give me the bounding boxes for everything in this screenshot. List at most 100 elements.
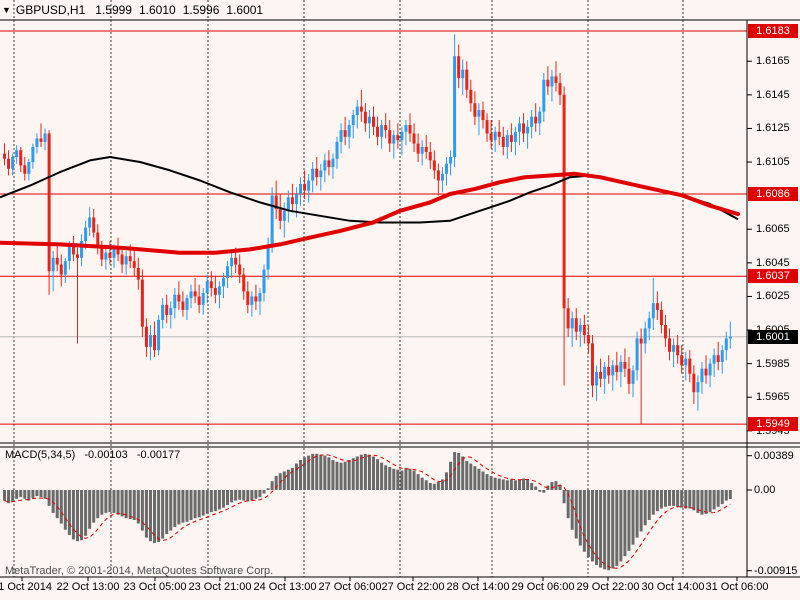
candle-bear [590,343,594,386]
macd-bar [266,488,270,490]
macd-bar [412,470,416,490]
candle-bear [384,125,388,131]
macd-bar [185,490,189,522]
ma-red-line [0,171,740,255]
candle-bull [185,298,189,310]
candle-bull [112,249,116,258]
candle-bull [347,125,351,137]
macd-bar [7,490,11,504]
macd-bar [586,490,590,558]
candle-bear [3,153,6,159]
price-axis-tick: 1.5985 [756,357,790,370]
candle-bear [680,355,684,366]
candle-bear [254,296,258,302]
quote-open: 1.5999 [95,3,132,17]
candle-bull [578,325,582,332]
candle-bear [704,368,708,376]
candle-bear [372,116,376,127]
candle-bear [132,261,136,268]
candle-bull [262,269,266,294]
candle-bear [343,130,347,137]
macd-bar [570,490,574,530]
candle-bear [485,120,489,134]
macd-axis-tick: 0.00389 [754,449,794,462]
macd-bar [181,490,185,523]
macd-bar [165,490,169,535]
macd-bar [262,490,266,494]
macd-bar [672,490,676,506]
indicator-label: MACD(5,34,5) -0.00103 -0.00177 [5,449,186,461]
candle-bull [169,308,173,315]
candle-bear [465,69,469,90]
candle-bear [39,138,43,142]
time-axis-label: 23 Oct 05:00 [123,581,187,593]
macd-bar [396,469,400,490]
macd-bar [55,490,59,519]
candle-bull [728,336,732,339]
candle-bear [327,160,331,168]
candle-bear [290,197,294,205]
candle-bear [692,373,696,393]
candle-bull [672,345,676,352]
macd-bar [136,490,140,524]
macd-bar [627,490,631,551]
candle-bear [668,338,672,352]
macd-bar [193,490,197,519]
macd-bar [96,490,100,519]
macd-bar [323,455,327,490]
candle-bull [258,293,262,302]
candle-bull [63,261,67,275]
indicator-signal-value: -0.00177 [136,449,181,461]
candle-bear [96,232,100,248]
time-axis-label: 21 Oct 2014 [0,581,52,593]
candle-bull [651,303,655,319]
candle-bear [213,288,217,295]
macd-bar [307,455,311,490]
candle-bear [359,106,363,112]
symbol-period-label: GBPUSD,H1 [15,3,86,17]
macd-bar [704,490,708,514]
macd-bar [226,490,230,505]
macd-bar [270,481,274,490]
macd-bar [582,490,586,552]
macd-bar [497,478,501,490]
macd-bar [148,490,152,542]
macd-bar [84,490,88,536]
candle-bull [311,168,315,181]
candle-bull [173,294,177,309]
time-axis-label: 29 Oct 06:00 [511,581,575,593]
current-price-marker: 1.6001 [748,329,798,344]
price-axis-tick: 1.6145 [756,88,790,101]
candle-bull [603,367,607,379]
macd-signal-line [4,454,731,569]
macd-bar [595,490,599,565]
candle-bear [315,168,319,178]
candle-bear [432,160,436,171]
watermark: MetaTrader, © 2001-2014, MetaQuotes Soft… [5,565,274,577]
macd-bar [522,478,526,490]
macd-bar [205,490,209,514]
macd-bar [469,463,473,490]
macd-bar [201,490,205,516]
macd-bar [112,490,116,513]
candle-bull [700,368,704,383]
candle-bull [453,56,457,158]
macd-bar [708,490,712,513]
macd-bar [75,490,79,542]
candle-bull [148,335,152,347]
chart-dropdown-icon[interactable]: ▼ [2,4,11,15]
candle-bear [688,358,692,374]
macd-bar [428,482,432,490]
macd-bar [217,490,221,510]
candle-bear [278,209,282,221]
price-axis-tick: 1.6045 [756,256,790,269]
candle-bear [197,296,201,305]
macd-bar [440,479,444,490]
candle-bear [274,195,278,210]
macd-bar [659,490,663,509]
candle-bear [566,308,570,329]
macd-bar [477,468,481,490]
macd-bar [554,481,558,490]
macd-bar [663,490,667,507]
